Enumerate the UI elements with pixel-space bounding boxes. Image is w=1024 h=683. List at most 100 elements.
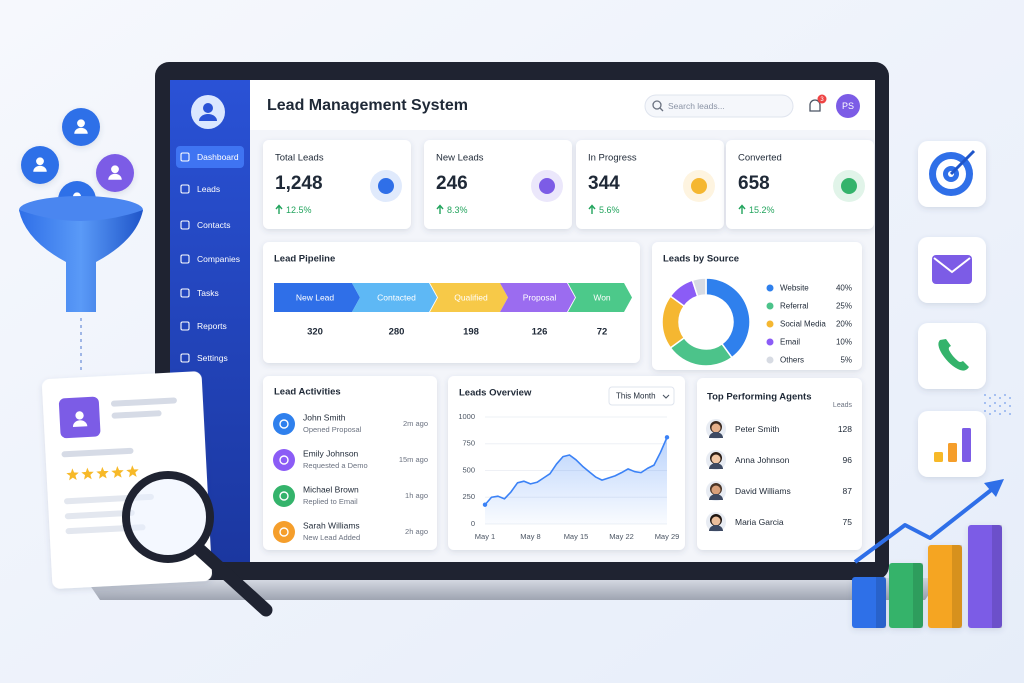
star bbox=[126, 465, 139, 478]
activity-name: Sarah Williams bbox=[303, 520, 360, 530]
person-icon bbox=[36, 157, 44, 166]
mail-flap bbox=[933, 257, 971, 274]
nav-active bbox=[176, 146, 244, 168]
nav-item[interactable]: Reports bbox=[197, 321, 227, 331]
stage-count: 72 bbox=[597, 327, 608, 338]
agent-leads: 75 bbox=[843, 517, 853, 527]
deco-bar-shade bbox=[913, 563, 923, 628]
search-placeholder: Search leads... bbox=[668, 101, 725, 111]
sparkle-dot bbox=[984, 402, 986, 404]
legend-dot bbox=[766, 338, 774, 346]
legend-dot bbox=[766, 284, 774, 292]
legend-value: 20% bbox=[836, 320, 852, 329]
pipeline-stage bbox=[430, 283, 508, 312]
search-icon bbox=[659, 107, 664, 112]
stat-label: New Leads bbox=[436, 153, 484, 164]
up-arrow bbox=[588, 204, 596, 214]
sparkle-dot bbox=[994, 394, 996, 396]
y-tick-label: 750 bbox=[462, 439, 475, 448]
x-tick-label: May 15 bbox=[564, 532, 589, 541]
donut-segment bbox=[691, 277, 707, 298]
sparkle-dot bbox=[999, 405, 1001, 407]
legend-dot bbox=[766, 302, 774, 310]
stat-value: 1,248 bbox=[275, 173, 323, 194]
nav-item[interactable]: Settings bbox=[197, 353, 228, 363]
pipeline-stage bbox=[352, 283, 437, 312]
x-tick-label: May 8 bbox=[520, 532, 540, 541]
person-icon bbox=[72, 420, 88, 428]
user-avatar[interactable] bbox=[836, 94, 860, 118]
agent-face bbox=[711, 423, 721, 433]
activity-action: New Lead Added bbox=[303, 533, 360, 542]
stage-name: Qualified bbox=[454, 292, 488, 302]
legend-label: Referral bbox=[780, 302, 809, 311]
x-tick-label: May 22 bbox=[609, 532, 634, 541]
nav-item[interactable]: Contacts bbox=[197, 220, 231, 230]
column-header: Leads bbox=[833, 402, 853, 409]
x-tick-label: May 1 bbox=[475, 532, 495, 541]
sparkle-dot bbox=[1004, 394, 1006, 396]
nav-item[interactable]: Leads bbox=[197, 184, 220, 194]
agent-name: David Williams bbox=[735, 486, 791, 496]
sparkle-dot bbox=[1004, 410, 1006, 412]
stat-value: 658 bbox=[738, 173, 770, 194]
person-icon bbox=[75, 411, 84, 420]
search-box[interactable] bbox=[644, 94, 794, 118]
nav-item[interactable]: Dashboard bbox=[197, 152, 239, 162]
nav-icon bbox=[180, 184, 190, 194]
stat-icon bbox=[841, 178, 857, 194]
sparkle-dot bbox=[984, 410, 986, 412]
activity-icon bbox=[273, 485, 295, 507]
deco-bar-shade bbox=[992, 525, 1002, 628]
activity-icon bbox=[273, 521, 295, 543]
x-tick-label: May 29 bbox=[655, 532, 680, 541]
bars-icon bbox=[934, 452, 943, 462]
up-arrow bbox=[436, 204, 444, 214]
legend-label: Website bbox=[780, 284, 809, 293]
user-initials: PS bbox=[842, 101, 854, 111]
nav-icon bbox=[180, 254, 190, 264]
legend-label: Social Media bbox=[780, 320, 826, 329]
stat-icon bbox=[378, 178, 394, 194]
nav-icon bbox=[180, 220, 190, 230]
activity-icon bbox=[273, 449, 295, 471]
activity-icon bbox=[273, 413, 295, 435]
card bbox=[652, 242, 862, 370]
target-arrow bbox=[949, 149, 976, 176]
legend-value: 25% bbox=[836, 302, 852, 311]
sparkle-dot bbox=[999, 413, 1001, 415]
nav-item[interactable]: Companies bbox=[197, 254, 240, 264]
person-icon bbox=[111, 165, 119, 174]
legend-value: 40% bbox=[836, 284, 852, 293]
sparkle-dot bbox=[1004, 402, 1006, 404]
stat-change: 12.5% bbox=[286, 205, 312, 215]
stat-label: In Progress bbox=[588, 153, 637, 164]
stage-name: Proposal bbox=[523, 292, 557, 302]
nav-item[interactable]: Tasks bbox=[197, 288, 219, 298]
activity-action: Requested a Demo bbox=[303, 461, 368, 470]
bell-icon[interactable] bbox=[809, 99, 821, 112]
magnifier-lens bbox=[122, 471, 214, 563]
card bbox=[263, 376, 437, 550]
stage-name: New Lead bbox=[296, 292, 335, 302]
period-dropdown[interactable] bbox=[608, 386, 675, 406]
agent-leads: 87 bbox=[843, 486, 853, 496]
activity-glyph bbox=[279, 455, 289, 465]
nav-icon bbox=[180, 353, 190, 363]
phone-icon bbox=[938, 339, 969, 371]
stat-change: 5.6% bbox=[599, 205, 620, 215]
stat-label: Total Leads bbox=[275, 153, 324, 164]
lead-card-line bbox=[61, 447, 134, 458]
agent-body bbox=[709, 463, 723, 469]
y-tick-label: 1000 bbox=[458, 412, 475, 421]
trend-arrowhead bbox=[984, 479, 1004, 497]
deco-bar bbox=[928, 545, 962, 628]
donut-segment bbox=[705, 277, 751, 359]
agent-body bbox=[709, 525, 723, 531]
agent-leads: 96 bbox=[843, 455, 853, 465]
activity-glyph bbox=[279, 491, 289, 501]
star bbox=[81, 467, 94, 480]
y-tick-label: 250 bbox=[462, 492, 475, 501]
